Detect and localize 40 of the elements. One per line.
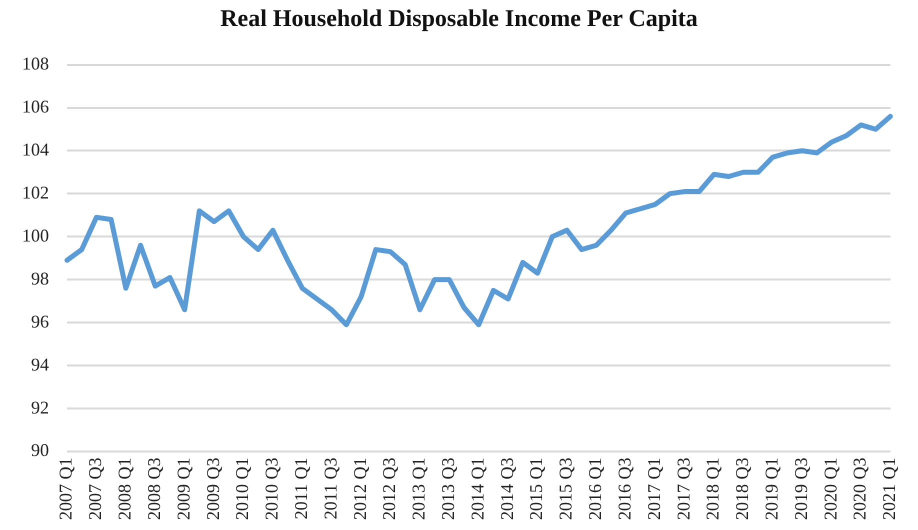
x-tick-label: 2007 Q1	[56, 458, 76, 520]
x-tick-label: 2016 Q1	[585, 458, 606, 520]
y-tick-label: 100	[22, 225, 49, 246]
x-tick-label: 2017 Q1	[644, 458, 664, 520]
x-tick-label: 2020 Q3	[850, 458, 870, 520]
x-tick-label: 2008 Q3	[144, 458, 164, 520]
y-tick-label: 102	[22, 182, 49, 202]
x-tick-label: 2014 Q3	[496, 458, 517, 520]
x-tick-label: 2019 Q1	[762, 458, 782, 520]
x-tick-label: 2008 Q1	[114, 458, 135, 520]
x-tick-label: 2014 Q1	[467, 458, 488, 520]
y-tick-label: 108	[22, 54, 49, 74]
y-tick-label: 90	[31, 440, 49, 460]
y-tick-label: 94	[31, 354, 49, 374]
x-tick-label: 2021 Q1	[879, 458, 900, 520]
x-tick-label: 2010 Q1	[232, 458, 252, 520]
x-tick-label: 2020 Q1	[820, 458, 840, 520]
x-tick-label: 2009 Q1	[173, 458, 194, 520]
chart-title: Real Household Disposable Income Per Capita	[219, 6, 699, 34]
x-tick-label: 2012 Q3	[379, 458, 400, 520]
x-tick-label: 2018 Q3	[732, 458, 752, 520]
y-tick-label: 98	[31, 268, 49, 288]
x-tick-label: 2013 Q3	[438, 458, 458, 520]
x-tick-label: 2011 Q3	[320, 458, 340, 520]
y-tick-label: 104	[22, 139, 49, 160]
y-tick-label: 106	[22, 96, 49, 116]
x-tick-label: 2007 Q3	[85, 458, 106, 520]
x-tick-label: 2016 Q3	[614, 458, 634, 520]
x-tick-label: 2010 Q3	[262, 458, 282, 520]
y-tick-label: 92	[31, 397, 49, 418]
x-tick-label: 2013 Q1	[408, 458, 429, 520]
x-tick-label: 2009 Q3	[202, 458, 223, 520]
x-tick-label: 2011 Q1	[290, 458, 311, 520]
x-tick-label: 2015 Q1	[526, 458, 546, 520]
x-tick-label: 2018 Q1	[702, 458, 723, 520]
x-tick-label: 2015 Q3	[556, 458, 576, 520]
y-tick-label: 96	[31, 311, 49, 332]
x-tick-label: 2019 Q3	[790, 458, 811, 520]
x-tick-label: 2017 Q3	[673, 458, 694, 520]
x-tick-label: 2012 Q1	[350, 458, 370, 520]
